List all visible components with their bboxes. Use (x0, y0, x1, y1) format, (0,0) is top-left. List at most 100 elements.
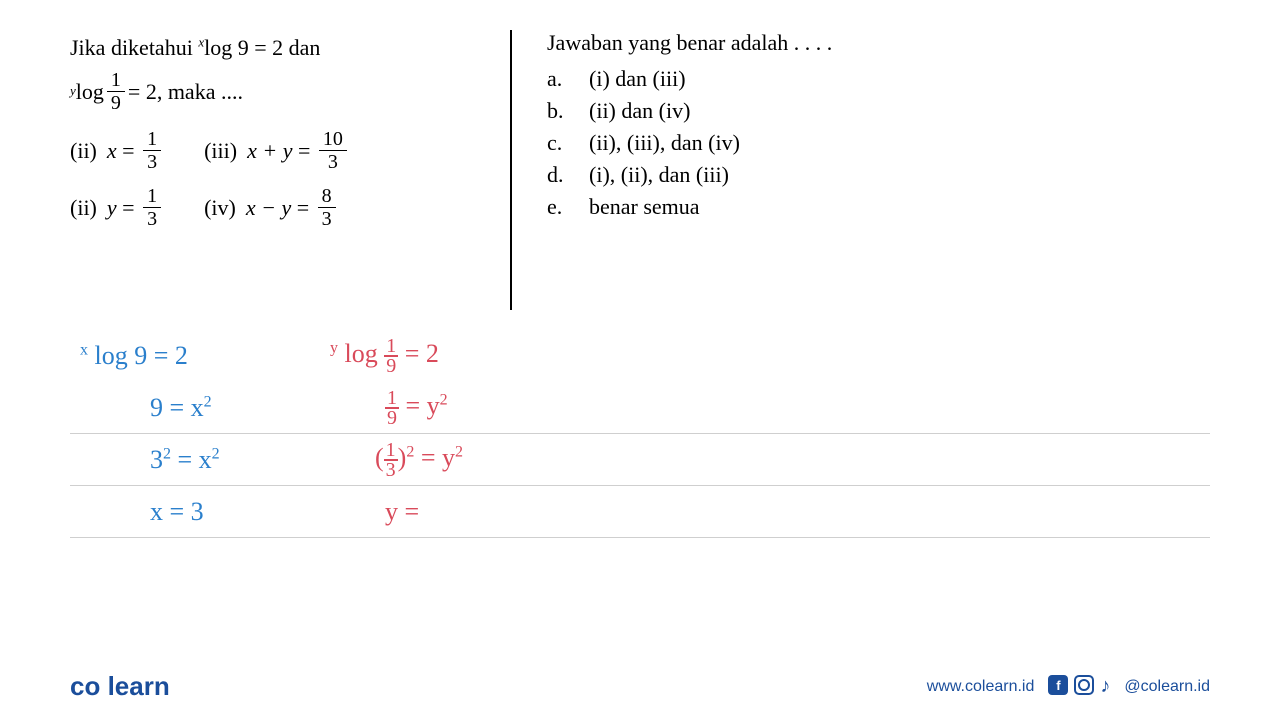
denominator: 9 (385, 409, 399, 427)
text: log (76, 74, 104, 109)
instagram-icon (1074, 675, 1094, 695)
facebook-icon: f (1048, 675, 1068, 695)
logo: co learn (70, 671, 170, 702)
option-text: (ii), (iii), dan (iv) (589, 130, 740, 156)
denominator: 3 (143, 208, 161, 230)
item-iv: (iv) x − y = 8 3 (204, 185, 339, 230)
option-letter: a. (547, 66, 589, 92)
denominator: 3 (324, 151, 342, 173)
social-icons: f ♪ (1048, 675, 1110, 698)
work-row-2: 9 = x2 19 = y2 (70, 382, 1210, 434)
blue-work-3: 32 = x2 (70, 445, 330, 475)
option-letter: e. (547, 194, 589, 220)
right-column: Jawaban yang benar adalah . . . . a. (i)… (512, 30, 832, 310)
sup: 2 (455, 443, 463, 460)
option-e: e. benar semua (547, 194, 832, 220)
numerator: 1 (143, 185, 161, 208)
text: = 2, maka .... (128, 74, 243, 109)
red-work-3: (13)2 = y2 (330, 441, 590, 479)
option-a: a. (i) dan (iii) (547, 66, 832, 92)
denominator: 3 (384, 461, 398, 479)
work-row-1: x log 9 = 2 y log 19 = 2 (70, 330, 1210, 382)
fraction: 1 3 (143, 185, 161, 230)
equals: = (291, 195, 314, 221)
item-row-2: (ii) y = 1 3 (iv) x − y = 8 3 (70, 185, 480, 230)
logo-dot (100, 671, 107, 701)
equals: = (117, 138, 140, 164)
option-letter: d. (547, 162, 589, 188)
numerator: 1 (107, 69, 125, 92)
denominator: 3 (143, 151, 161, 173)
denominator: 3 (318, 208, 336, 230)
red-work-1: y log 19 = 2 (330, 337, 590, 375)
red-work-2: 19 = y2 (330, 389, 590, 427)
text: = x (171, 445, 212, 474)
equals: = (292, 138, 315, 164)
answer-prompt: Jawaban yang benar adalah . . . . (547, 30, 832, 56)
text: = y (414, 442, 455, 471)
sup: 2 (204, 393, 212, 410)
expr: x + y (247, 138, 292, 164)
work-row-4: x = 3 y = (70, 486, 1210, 538)
text: ( (375, 442, 384, 471)
footer-url: www.colearn.id (927, 678, 1035, 696)
handwriting-area: x log 9 = 2 y log 19 = 2 9 = x2 19 = y2 … (70, 330, 1210, 590)
item-row-1: (ii) x = 1 3 (iii) x + y = 10 3 (70, 128, 480, 173)
item-label: (ii) (70, 138, 97, 164)
numerator: 10 (319, 128, 347, 151)
numerator: 1 (143, 128, 161, 151)
work-row-3: 32 = x2 (13)2 = y2 (70, 434, 1210, 486)
fraction: 13 (384, 441, 398, 479)
denominator: 9 (384, 357, 398, 375)
left-column: Jika diketahui xlog 9 = 2 dan ylog 1 9 =… (70, 30, 510, 310)
text: log (338, 339, 384, 368)
question-line-2: ylog 1 9 = 2, maka .... (70, 69, 480, 114)
work-row-5 (70, 538, 1210, 590)
item-label: (iv) (204, 195, 236, 221)
option-text: (ii) dan (iv) (589, 98, 690, 124)
text: 3 (150, 445, 163, 474)
var: x (107, 138, 117, 164)
fraction: 1 3 (143, 128, 161, 173)
question-line-1: Jika diketahui xlog 9 = 2 dan (70, 30, 480, 65)
option-text: (i) dan (iii) (589, 66, 686, 92)
red-work-4: y = (330, 497, 590, 527)
question-area: Jika diketahui xlog 9 = 2 dan ylog 1 9 =… (0, 0, 1280, 310)
option-text: (i), (ii), dan (iii) (589, 162, 729, 188)
blue-work-2: 9 = x2 (70, 393, 330, 423)
numerator: 1 (384, 441, 398, 461)
text: y = (385, 497, 419, 526)
text: x = 3 (150, 497, 204, 526)
fraction: 19 (385, 389, 399, 427)
denominator: 9 (107, 92, 125, 114)
var: y (107, 195, 117, 221)
option-letter: c. (547, 130, 589, 156)
option-b: b. (ii) dan (iv) (547, 98, 832, 124)
footer-handle: @colearn.id (1124, 678, 1210, 696)
text: = y (399, 390, 440, 419)
text: log 9 = 2 (88, 341, 188, 370)
fraction: 1 9 (107, 69, 125, 114)
option-letter: b. (547, 98, 589, 124)
sup: 2 (163, 445, 171, 462)
blue-work-1: x log 9 = 2 (70, 341, 330, 371)
text: log 9 = 2 dan (204, 35, 320, 60)
fraction: 10 3 (319, 128, 347, 173)
numerator: 1 (385, 389, 399, 409)
options-list: a. (i) dan (iii) b. (ii) dan (iv) c. (ii… (547, 66, 832, 220)
text: Jika diketahui (70, 35, 198, 60)
fraction: 19 (384, 337, 398, 375)
item-iii: (iii) x + y = 10 3 (204, 128, 350, 173)
item-ii-y: (ii) y = 1 3 (70, 185, 164, 230)
item-label: (iii) (204, 138, 237, 164)
numerator: 8 (318, 185, 336, 208)
option-d: d. (i), (ii), dan (iii) (547, 162, 832, 188)
equals: = (117, 195, 140, 221)
sup: 2 (440, 391, 448, 408)
logo-part-b: learn (108, 671, 170, 701)
item-ii-x: (ii) x = 1 3 (70, 128, 164, 173)
option-c: c. (ii), (iii), dan (iv) (547, 130, 832, 156)
logo-part-a: co (70, 671, 100, 701)
fraction: 8 3 (318, 185, 336, 230)
option-text: benar semua (589, 194, 700, 220)
